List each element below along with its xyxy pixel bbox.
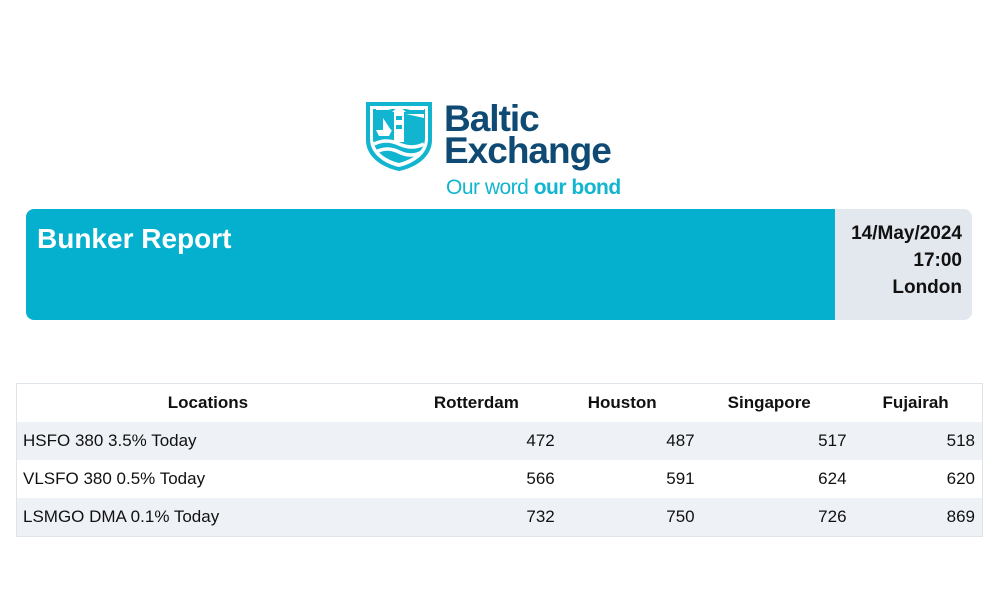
lighthouse-shield-icon: [366, 102, 432, 171]
price-cell: 472: [398, 422, 559, 460]
report-time: 17:00: [913, 250, 962, 271]
price-cell: 517: [698, 422, 851, 460]
price-cell: 620: [850, 460, 983, 498]
column-header-locations: Locations: [16, 383, 399, 422]
column-header-houston: Houston: [558, 383, 699, 422]
price-cell: 624: [698, 460, 851, 498]
fuel-grade-label: HSFO 380 3.5% Today: [16, 422, 399, 460]
report-header-banner: Bunker Report 14/May/2024 17:00 London: [26, 209, 972, 320]
price-cell: 487: [558, 422, 699, 460]
fuel-grade-label: VLSFO 380 0.5% Today: [16, 460, 399, 498]
column-header-rotterdam: Rotterdam: [398, 383, 559, 422]
table-row: LSMGO DMA 0.1% Today 732 750 726 869: [16, 498, 983, 537]
logo-text-baltic: Baltic: [444, 98, 540, 139]
column-header-singapore: Singapore: [698, 383, 851, 422]
fuel-grade-label: LSMGO DMA 0.1% Today: [16, 498, 399, 537]
tagline-bold: our bond: [533, 176, 621, 199]
bunker-price-table: Locations Rotterdam Houston Singapore Fu…: [16, 383, 983, 537]
price-cell: 750: [558, 498, 699, 537]
report-location: London: [892, 277, 962, 298]
price-cell: 518: [850, 422, 983, 460]
logo-tagline: Our word our bond: [446, 176, 621, 200]
column-header-fujairah: Fujairah: [850, 383, 983, 422]
table-row: HSFO 380 3.5% Today 472 487 517 518: [16, 422, 983, 460]
report-meta-panel: 14/May/2024 17:00 London: [835, 209, 972, 320]
table-header-row: Locations Rotterdam Houston Singapore Fu…: [16, 383, 983, 422]
baltic-exchange-logo: Baltic Exchange Our word our bond: [364, 98, 644, 202]
price-cell: 732: [398, 498, 559, 537]
report-date: 14/May/2024: [851, 223, 962, 244]
table-row: VLSFO 380 0.5% Today 566 591 624 620: [16, 460, 983, 498]
report-title: Bunker Report: [37, 223, 232, 254]
report-title-panel: Bunker Report: [26, 209, 835, 320]
price-cell: 591: [558, 460, 699, 498]
price-cell: 566: [398, 460, 559, 498]
logo-text-exchange: Exchange: [444, 130, 612, 171]
tagline-light: Our word: [446, 176, 534, 199]
price-cell: 869: [850, 498, 983, 537]
price-cell: 726: [698, 498, 851, 537]
